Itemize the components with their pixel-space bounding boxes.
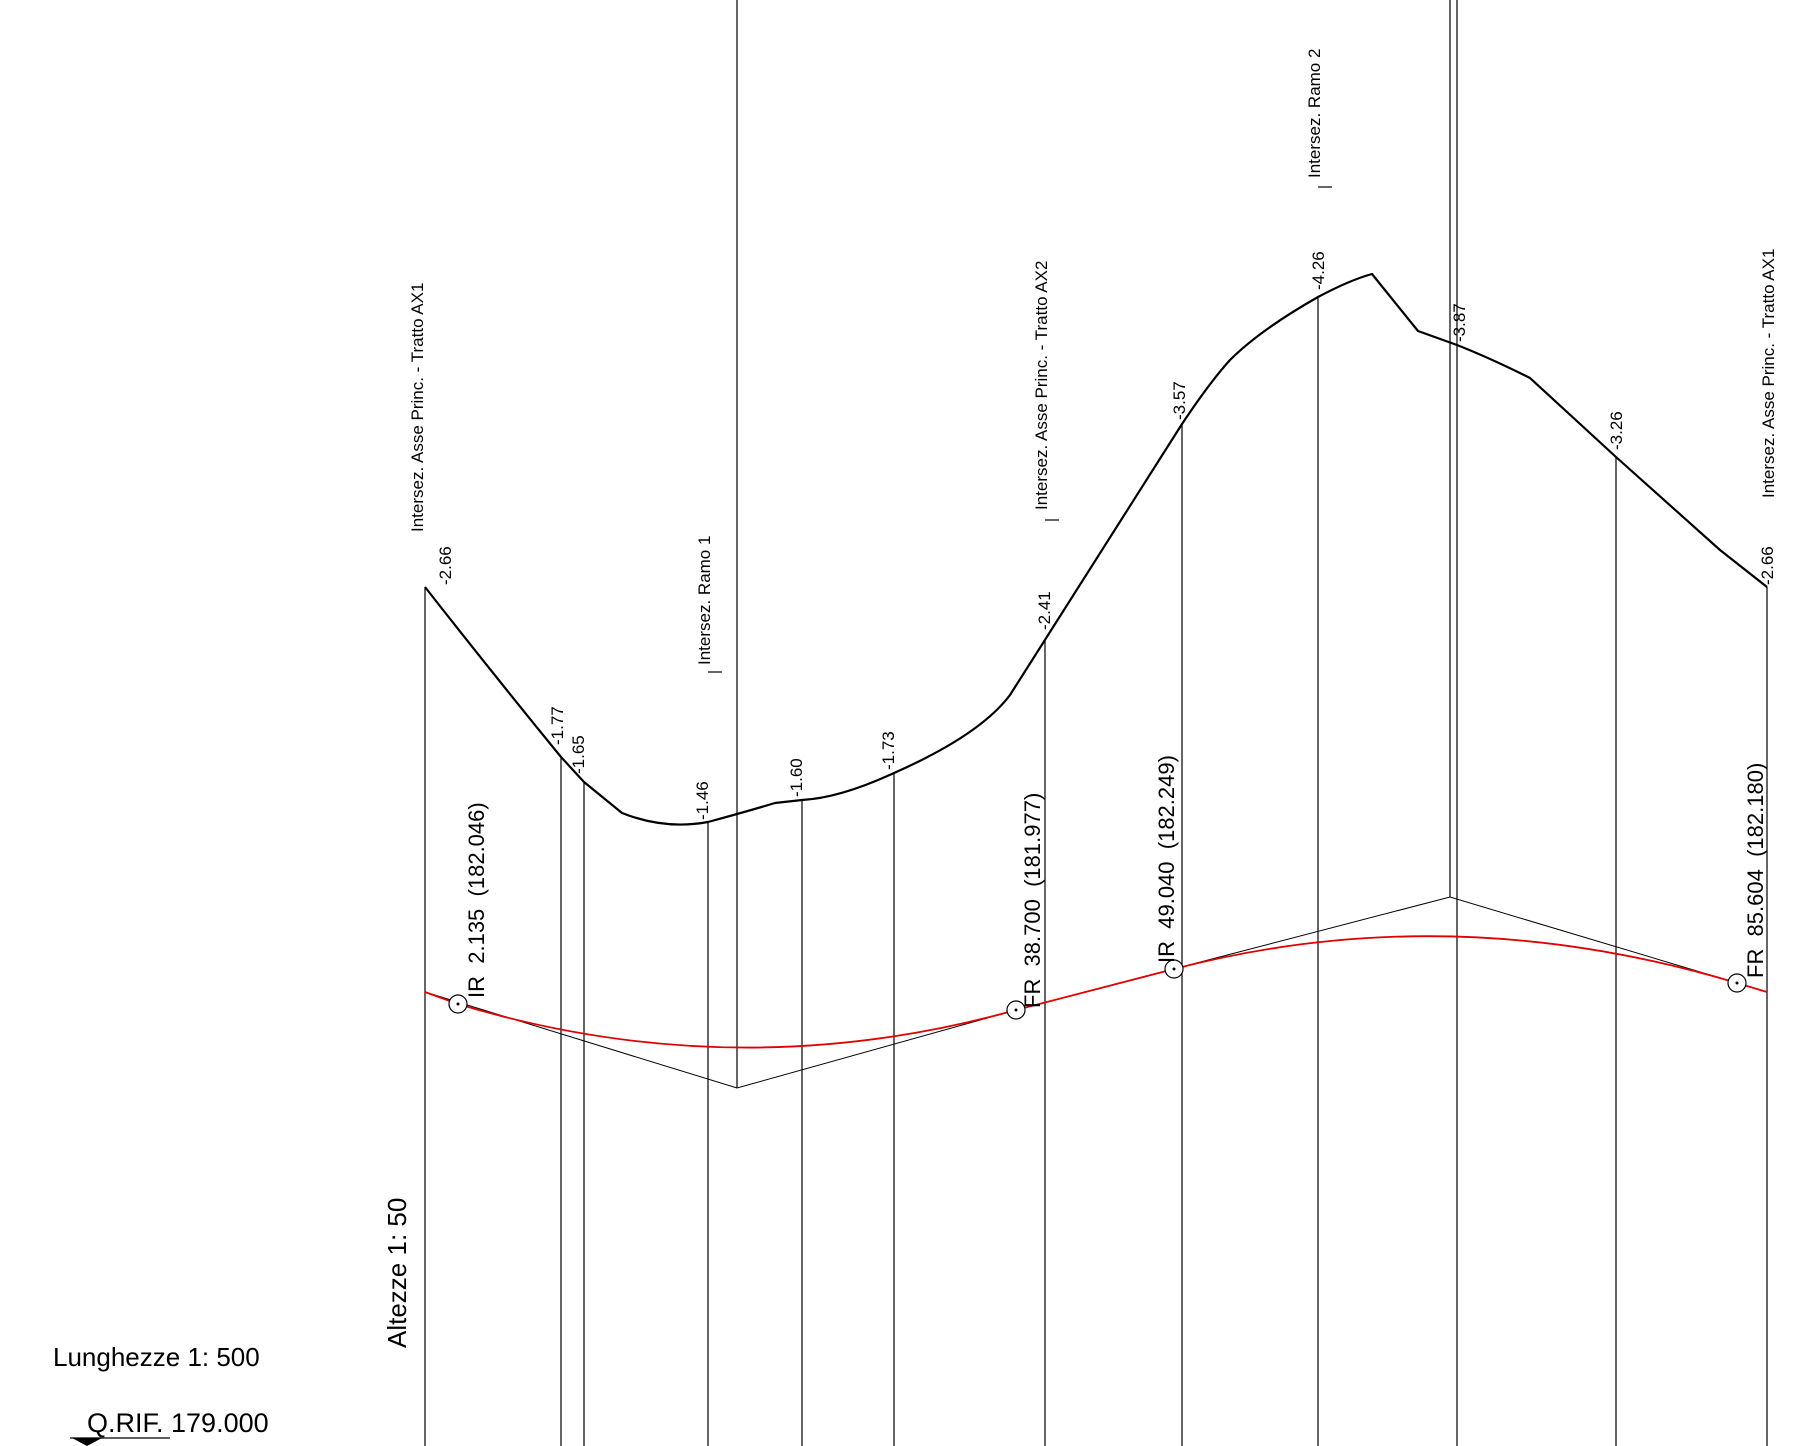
depth-label: -2.66 xyxy=(1758,546,1777,585)
design-tangent-lines xyxy=(424,896,1768,1089)
intersection-callout: Intersez. Ramo 2 xyxy=(1305,49,1324,178)
depth-label: -1.77 xyxy=(548,706,567,745)
vertical-curve-marker-2 xyxy=(1006,1000,1026,1020)
depth-label: -1.46 xyxy=(693,781,712,820)
length-scale-label: Lunghezze 1: 500 xyxy=(53,1342,260,1372)
depth-label: -1.60 xyxy=(787,758,806,797)
depth-label: -3.26 xyxy=(1607,411,1626,450)
height-scale-label: Altezze 1: 50 xyxy=(382,1198,412,1348)
vertical-curve-label: IR 2.135 (182.046) xyxy=(464,802,489,998)
terrain-profile-line xyxy=(424,272,1768,826)
vertical-curve-marker-4 xyxy=(1727,973,1747,993)
depth-label: -1.65 xyxy=(569,735,588,774)
intersection-callout: Intersez. Ramo 1 xyxy=(695,536,714,665)
vertical-curve-marker-1 xyxy=(448,994,468,1014)
depth-label: -1.73 xyxy=(879,731,898,770)
vertical-curve-label: FR 85.604 (182.180) xyxy=(1743,763,1768,978)
depth-label: -4.26 xyxy=(1309,251,1328,290)
reference-level: Q.RIF. 179.000 xyxy=(70,1408,269,1446)
depth-label: -3.57 xyxy=(1170,381,1189,420)
vertical-curve-label: FR 38.700 (181.977) xyxy=(1020,793,1045,1008)
depth-label: -2.66 xyxy=(436,546,455,585)
intersection-callout: Intersez. Asse Princ. - Tratto AX1 xyxy=(408,283,427,532)
design-grade-line xyxy=(424,935,1768,1049)
depth-label: -3.87 xyxy=(1450,303,1469,342)
reference-level-marker-icon xyxy=(72,1438,102,1446)
reference-level-label: Q.RIF. 179.000 xyxy=(87,1408,269,1438)
depth-label: -2.41 xyxy=(1035,591,1054,630)
intersection-callout: Intersez. Asse Princ. - Tratto AX1 xyxy=(1759,249,1778,498)
intersection-callout: Intersez. Asse Princ. - Tratto AX2 xyxy=(1032,261,1051,510)
vertical-curve-label: IR 49.040 (182.249) xyxy=(1154,755,1179,963)
vertical-curve-marker-3 xyxy=(1164,959,1184,979)
